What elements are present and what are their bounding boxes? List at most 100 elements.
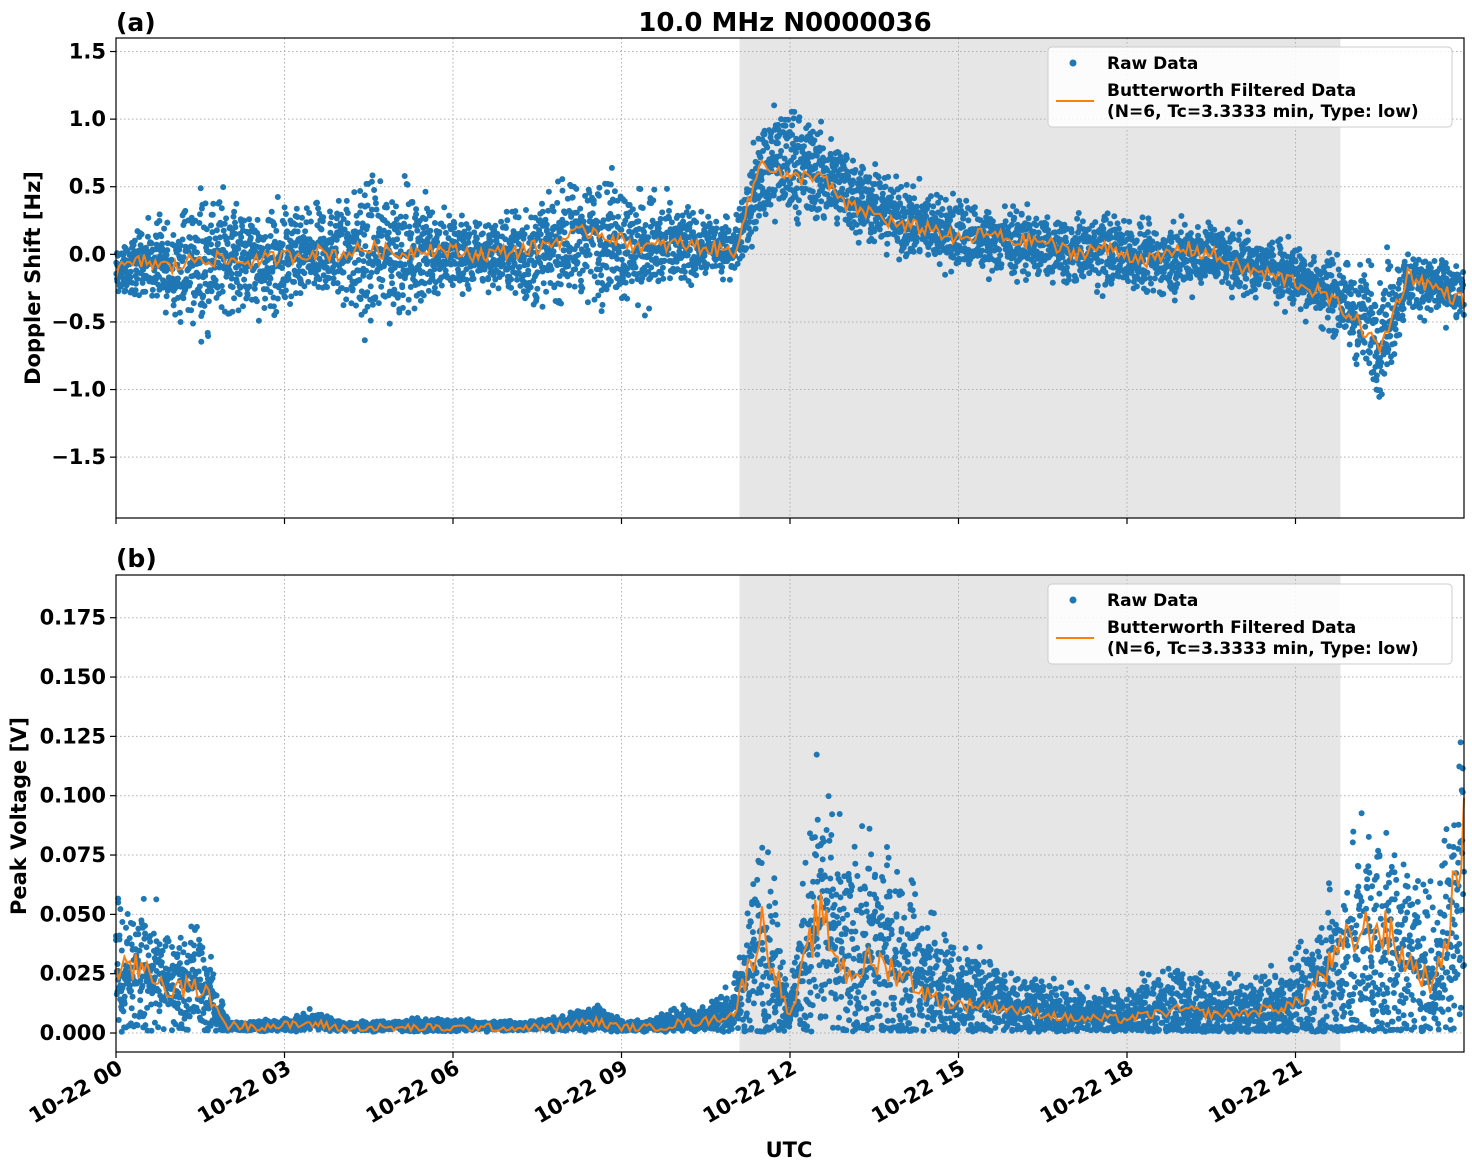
raw-data-point bbox=[324, 284, 330, 291]
raw-data-point bbox=[629, 206, 636, 213]
raw-data-point bbox=[227, 224, 234, 231]
raw-data-point bbox=[431, 220, 438, 226]
raw-data-point bbox=[569, 194, 576, 201]
raw-data-point bbox=[1269, 239, 1276, 246]
raw-data-point bbox=[1194, 224, 1201, 230]
raw-data-point bbox=[182, 207, 189, 214]
raw-data-point bbox=[556, 273, 563, 279]
raw-data-point bbox=[1324, 314, 1331, 321]
raw-data-point bbox=[273, 308, 280, 315]
raw-data-point bbox=[1372, 303, 1379, 310]
raw-data-point bbox=[523, 293, 530, 300]
raw-data-point bbox=[1074, 215, 1081, 222]
raw-data-point bbox=[476, 220, 483, 227]
raw-data-point bbox=[404, 181, 411, 188]
raw-data-point bbox=[579, 285, 586, 292]
raw-data-point bbox=[215, 240, 221, 247]
raw-data-point bbox=[311, 280, 318, 287]
raw-data-point bbox=[1079, 218, 1086, 225]
raw-data-point bbox=[639, 205, 646, 211]
raw-data-point bbox=[1383, 312, 1390, 318]
raw-data-point bbox=[705, 213, 712, 220]
raw-data-point bbox=[985, 276, 992, 283]
raw-data-point bbox=[395, 229, 402, 236]
raw-data-point bbox=[228, 270, 235, 277]
raw-data-point bbox=[267, 275, 274, 282]
raw-data-point bbox=[817, 129, 824, 136]
raw-data-point bbox=[1321, 300, 1328, 307]
raw-data-point bbox=[809, 188, 816, 195]
raw-data-point bbox=[996, 246, 1003, 253]
raw-data-point bbox=[913, 203, 920, 210]
raw-data-point bbox=[1195, 232, 1202, 239]
raw-data-point bbox=[368, 212, 375, 219]
raw-data-point bbox=[1242, 284, 1248, 290]
raw-data-point bbox=[1014, 278, 1021, 285]
raw-data-point bbox=[812, 165, 819, 172]
raw-data-point bbox=[235, 307, 242, 314]
raw-data-point bbox=[527, 284, 534, 291]
raw-data-point bbox=[664, 251, 671, 258]
raw-data-point bbox=[164, 240, 171, 247]
raw-data-point bbox=[230, 213, 237, 220]
raw-data-point bbox=[394, 236, 401, 243]
raw-data-point bbox=[285, 271, 292, 277]
raw-data-point bbox=[896, 213, 903, 220]
raw-data-point bbox=[1334, 251, 1341, 258]
raw-data-point bbox=[318, 226, 325, 233]
raw-data-point bbox=[1023, 277, 1029, 283]
raw-data-point bbox=[367, 283, 374, 290]
raw-data-point bbox=[1024, 201, 1031, 208]
raw-data-point bbox=[586, 251, 593, 258]
raw-data-point bbox=[362, 243, 369, 250]
raw-data-point bbox=[149, 292, 156, 299]
raw-data-point bbox=[334, 280, 341, 287]
raw-data-point bbox=[1094, 282, 1101, 289]
raw-data-point bbox=[782, 191, 789, 197]
raw-data-point bbox=[301, 270, 308, 277]
raw-data-point bbox=[1361, 272, 1368, 279]
raw-data-point bbox=[1302, 318, 1309, 325]
raw-data-point bbox=[202, 272, 209, 279]
raw-data-point bbox=[525, 267, 532, 274]
raw-data-point bbox=[603, 242, 610, 249]
raw-data-point bbox=[262, 234, 269, 240]
raw-data-point bbox=[161, 225, 168, 232]
raw-data-point bbox=[789, 122, 796, 129]
raw-data-point bbox=[156, 217, 163, 224]
raw-data-point bbox=[343, 286, 350, 293]
raw-data-point bbox=[559, 176, 566, 183]
raw-data-point bbox=[172, 311, 179, 318]
raw-data-point bbox=[228, 275, 235, 282]
raw-data-point bbox=[292, 221, 299, 228]
raw-data-point bbox=[1353, 352, 1360, 359]
raw-data-point bbox=[767, 201, 774, 208]
raw-data-point bbox=[537, 231, 544, 238]
raw-data-point bbox=[458, 221, 465, 228]
raw-data-point bbox=[232, 230, 239, 237]
raw-data-point bbox=[645, 234, 652, 241]
raw-data-point bbox=[212, 277, 219, 284]
raw-data-point bbox=[503, 208, 510, 215]
raw-data-point bbox=[132, 280, 139, 287]
raw-data-point bbox=[372, 294, 379, 301]
raw-data-point bbox=[203, 226, 210, 233]
raw-data-point bbox=[607, 278, 614, 285]
raw-data-point bbox=[1357, 261, 1364, 268]
raw-data-point bbox=[201, 302, 208, 309]
raw-data-point bbox=[1013, 208, 1020, 215]
raw-data-point bbox=[490, 282, 496, 289]
raw-data-point bbox=[132, 287, 139, 294]
raw-data-point bbox=[756, 212, 762, 219]
raw-data-point bbox=[301, 283, 308, 290]
raw-data-point bbox=[1328, 272, 1335, 279]
raw-data-point bbox=[367, 317, 374, 324]
raw-data-point bbox=[414, 227, 421, 234]
raw-data-point bbox=[503, 225, 509, 231]
raw-data-point bbox=[355, 257, 362, 263]
raw-data-point bbox=[363, 267, 370, 274]
raw-data-point bbox=[162, 309, 169, 316]
raw-data-point bbox=[284, 228, 291, 235]
raw-data-point bbox=[795, 220, 801, 227]
